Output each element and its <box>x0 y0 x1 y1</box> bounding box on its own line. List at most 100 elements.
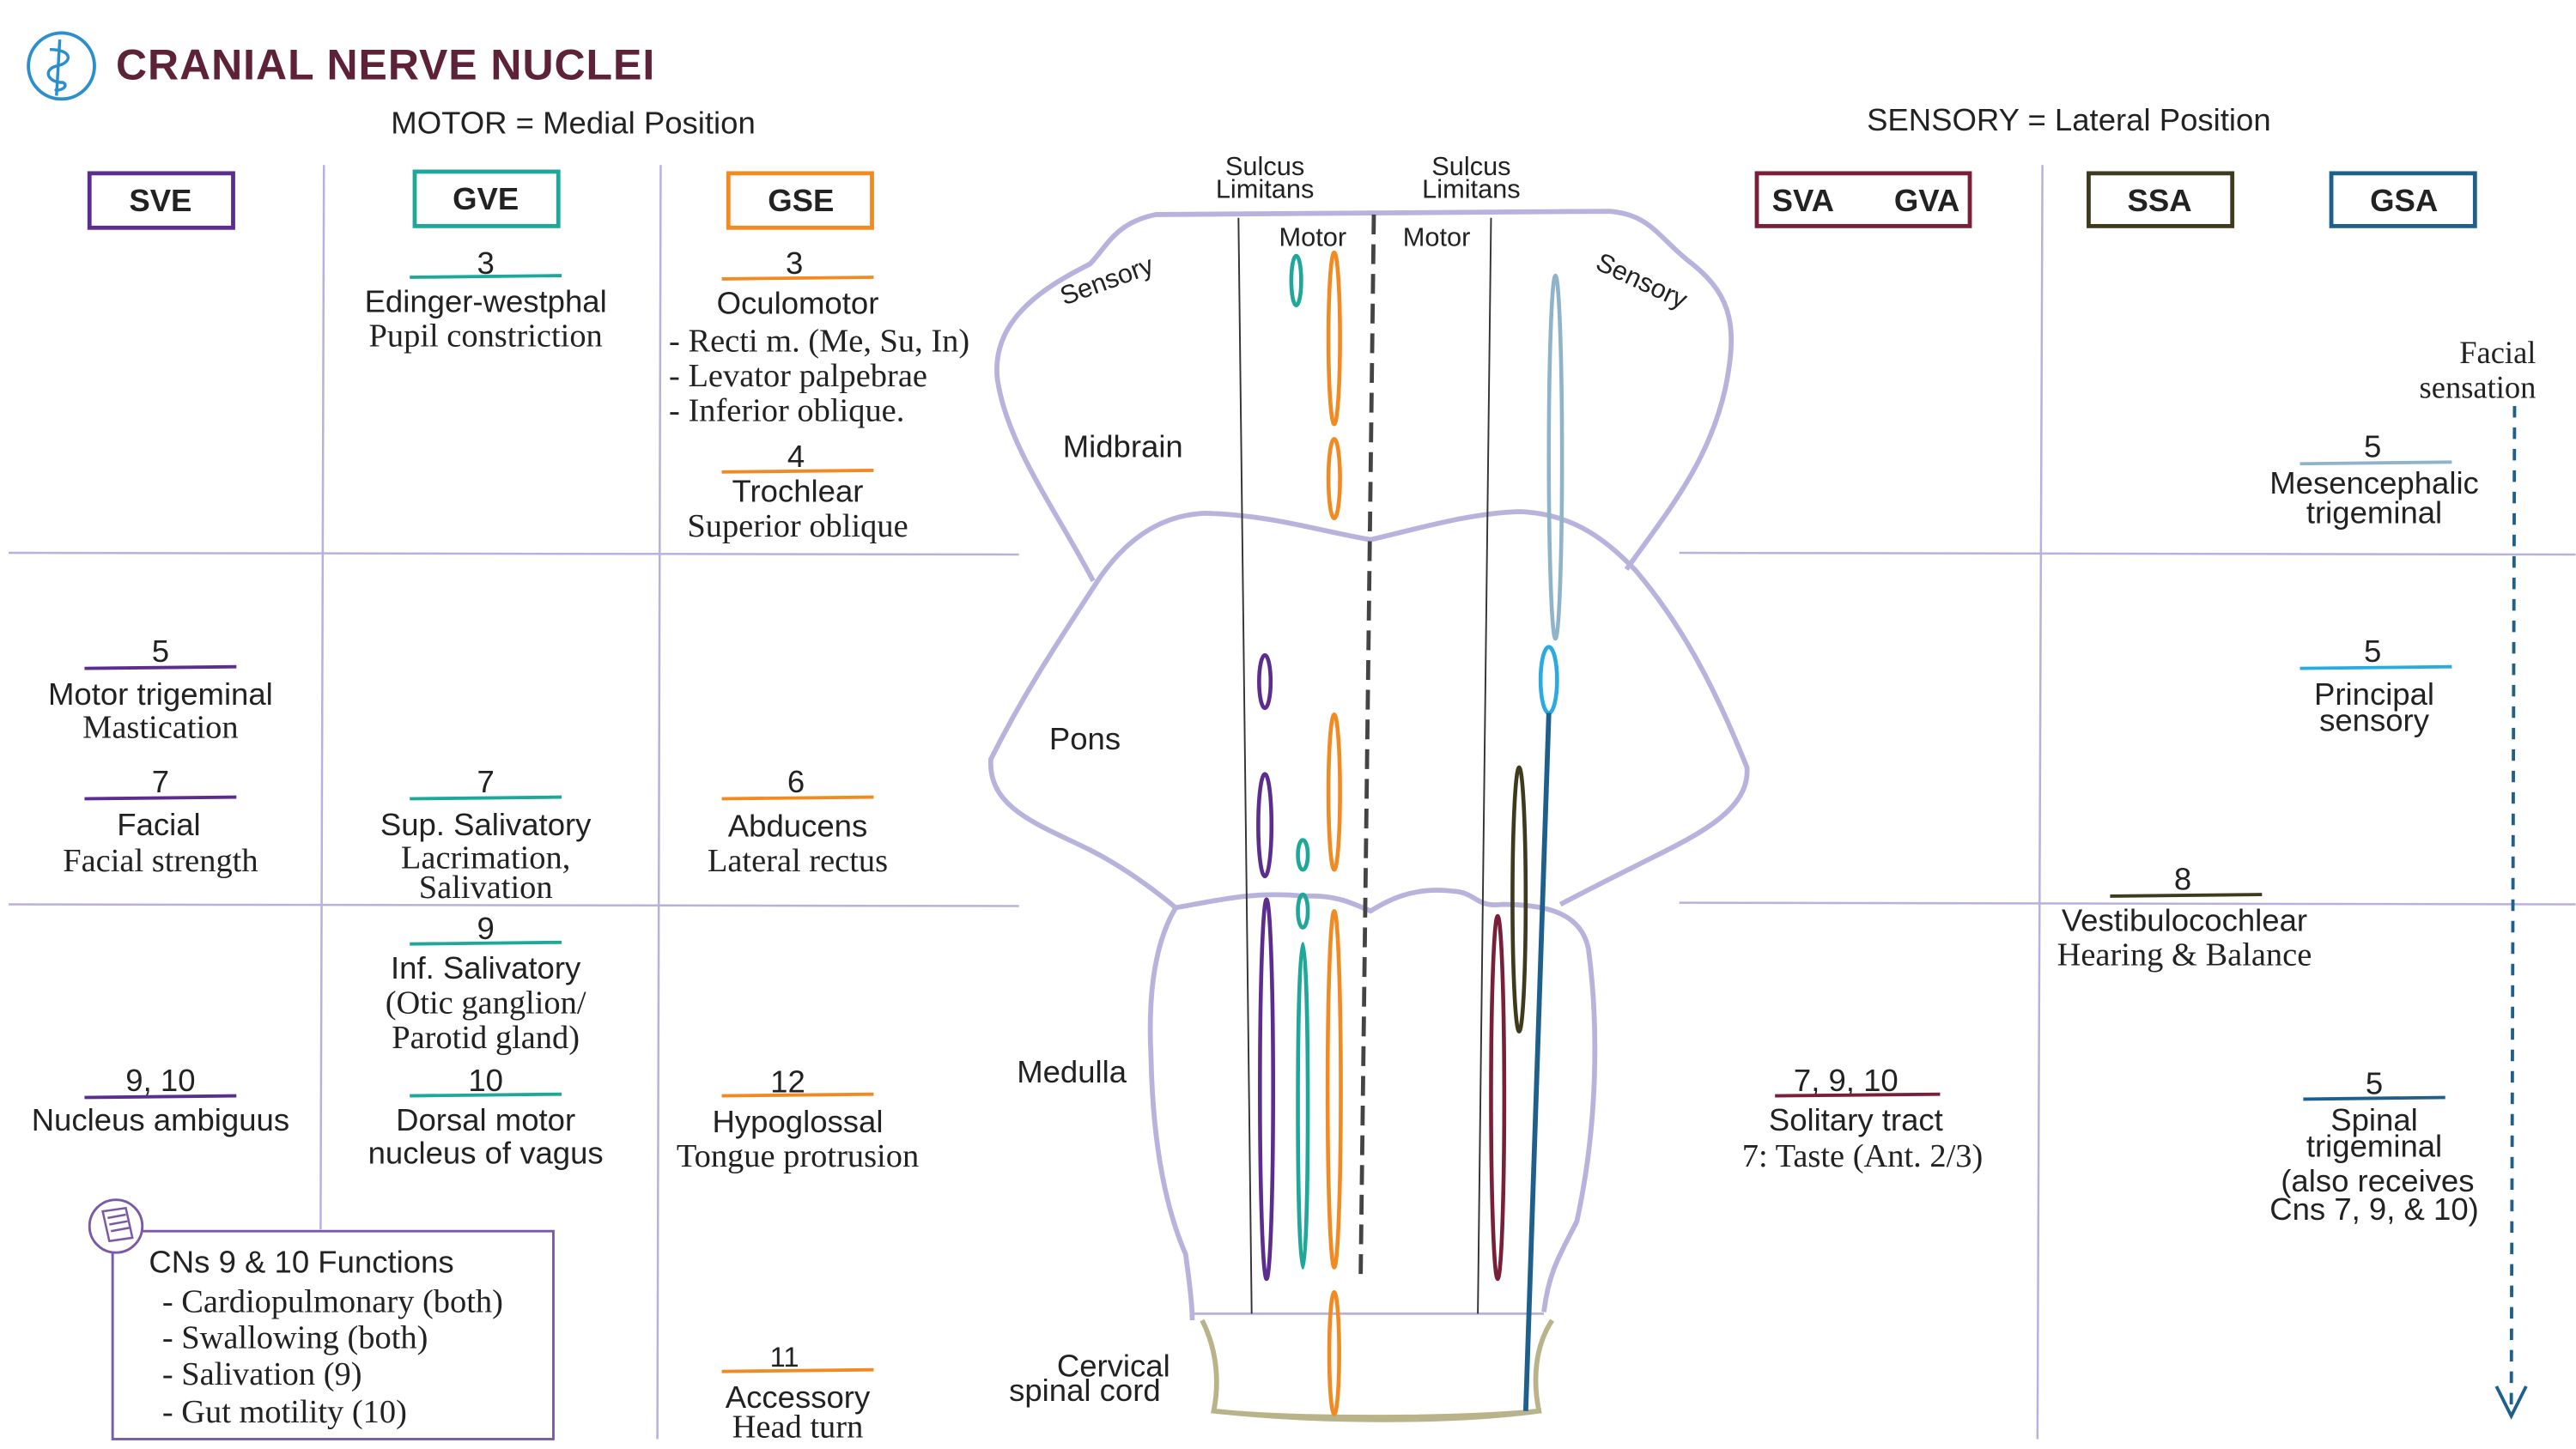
cervical-label: Cervical spinal cord <box>1009 1348 1170 1408</box>
entry-underline <box>410 940 562 946</box>
entry-mesencephalic-trigeminal: 5 Mesencephalic trigeminal <box>2269 429 2479 530</box>
motor-trigeminal-nucleus <box>1257 652 1273 711</box>
edinger-westphal-nucleus <box>1289 253 1303 307</box>
entry-name: Edinger-westphal <box>365 283 607 318</box>
entry-underline <box>721 1092 874 1098</box>
entry-number: 5 <box>2366 1066 2383 1101</box>
sva-gva-box <box>1754 171 1972 228</box>
logo <box>27 31 96 101</box>
gve-entries: 3 Edinger-westphal Pupil constriction 7 … <box>365 246 607 1170</box>
entry-name: Spinal trigeminal (also receives Cns 7, 9, … <box>2269 1102 2479 1227</box>
pons-outline <box>988 509 1750 910</box>
entry-name: Vestibulocochlear <box>2062 902 2307 937</box>
entry-name: Inf. Salivatory <box>391 950 581 985</box>
entry-underline <box>84 1094 237 1100</box>
entry-name: Dorsal motor nucleus of vagus <box>368 1102 604 1170</box>
entry-dorsal-motor-vagus: 10 Dorsal motor nucleus of vagus <box>368 1063 604 1171</box>
entry-number: 7 <box>152 764 169 799</box>
sensory-label: SENSORY = Lateral Position <box>1867 102 2271 137</box>
dorsal-motor-vagus-nucleus <box>1296 942 1310 1270</box>
entry-hypoglossal: 12 Hypoglossal Tongue protrusion <box>677 1064 919 1175</box>
caduceus-icon <box>27 31 96 101</box>
entry-function: Tongue protrusion <box>677 1138 919 1174</box>
hypoglossal-nucleus <box>1325 908 1343 1270</box>
divider <box>2036 165 2044 1440</box>
entry-function: Hearing & Balance <box>2057 937 2312 973</box>
column-headers: SVE GVE GSE SVA GVA SSA GSA <box>87 169 2477 230</box>
sve-entries: 5 Motor trigeminal Mastication 7 Facial … <box>32 634 289 1137</box>
entry-underline <box>84 664 237 670</box>
page-title: CRANIAL NERVE NUCLEI <box>116 40 655 88</box>
notepad-glyph <box>101 1206 134 1243</box>
note-item: - Swallowing (both) <box>162 1320 428 1356</box>
gve-box <box>412 169 561 228</box>
sulcus-limitans-right-label: Sulcus Limitans <box>1422 151 1521 204</box>
gva-label: GVA <box>1894 183 1959 218</box>
midbrain-outline <box>994 209 1735 583</box>
entry-name: Mesencephalic trigeminal <box>2269 465 2479 530</box>
gsa-box <box>2329 171 2477 228</box>
entry-function: (Otic ganglion/Parotid gland) <box>386 985 586 1055</box>
caduceus-staff <box>46 39 70 96</box>
entry-function: Mastication <box>82 709 238 745</box>
entry-number: 7, 9, 10 <box>1794 1063 1899 1098</box>
entry-abducens: 6 Abducens Lateral rectus <box>708 764 888 879</box>
note-item: - Cardiopulmonary (both) <box>162 1283 503 1319</box>
gsa-label: GSA <box>2370 183 2438 218</box>
notepad-icon <box>88 1198 144 1254</box>
nucleus-ambiguus <box>1258 897 1276 1282</box>
entry-name: Sup. Salivatory <box>380 807 592 842</box>
entry-trochlear: 4 Trochlear Superior oblique <box>687 439 908 544</box>
divider <box>656 165 662 1440</box>
midline-dashed <box>1358 214 1376 1280</box>
entry-name: Nucleus ambiguus <box>32 1102 289 1137</box>
spinal-trigeminal-nucleus <box>1522 712 1552 1411</box>
entry-number: 9 <box>477 911 494 946</box>
gsa-entries: Facial sensation 5 Mesencephalic trigemina… <box>2269 335 2537 1420</box>
entry-function: Pupil constriction <box>369 318 603 355</box>
facial-sensation-arrow-line <box>2509 405 2517 1407</box>
mesencephalic-trigeminal-nucleus <box>1546 273 1564 641</box>
entry-spinal-trigeminal: 5 Spinal trigeminal (also receives Cns 7, 9… <box>2269 1066 2479 1227</box>
sve-label: SVE <box>129 183 191 218</box>
cn9-10-functions-note: CNs 9 & 10 Functions - Cardiopulmonary (… <box>88 1198 555 1440</box>
entry-function: 7: Taste (Ant. 2/3) <box>1742 1138 1984 1174</box>
entry-name: Abducens <box>728 809 867 844</box>
entry-name: Hypoglossal <box>713 1104 884 1139</box>
entry-underline <box>2303 1095 2445 1101</box>
facial-sensation-label: Facial sensation <box>2420 335 2537 404</box>
brainstem-diagram: Sulcus Limitans Sulcus Limitans Motor Moto… <box>988 151 1750 1422</box>
medulla-outline <box>1147 888 1598 1321</box>
accessory-nucleus <box>1327 1290 1341 1416</box>
entry-vestibulocochlear: 8 Vestibulocochlear Hearing & Balance <box>2057 861 2312 973</box>
note-item: - Gut motility (10) <box>162 1394 407 1430</box>
divider <box>319 165 325 1230</box>
gve-label: GVE <box>453 181 519 216</box>
entry-function: Head turn <box>732 1410 864 1446</box>
entry-inf-salivatory: 9 Inf. Salivatory (Otic ganglion/Parotid… <box>386 911 586 1056</box>
entry-number: 9, 10 <box>125 1063 195 1098</box>
medulla-label: Medulla <box>1017 1054 1127 1089</box>
entry-function: - Recti m. (Me, Su, In) - Levator palpebr… <box>669 324 969 429</box>
entry-principal-sensory: 5 Principal sensory <box>2300 634 2452 738</box>
sva-label: SVA <box>1772 183 1834 218</box>
gse-label: GSE <box>768 183 834 218</box>
entry-number: 3 <box>786 246 803 281</box>
entry-underline <box>1775 1092 1941 1098</box>
entry-name: Accessory <box>726 1379 871 1415</box>
abducens-nucleus <box>1326 712 1342 872</box>
sulcus-limitans-left-label: Sulcus Limitans <box>1216 151 1315 204</box>
entry-underline <box>2110 893 2263 898</box>
sup-salivatory-nucleus <box>1296 838 1310 872</box>
trochlear-nucleus <box>1326 437 1342 520</box>
entry-underline <box>410 274 562 279</box>
entry-solitary-tract: 7, 9, 10 Solitary tract 7: Taste (Ant. 2… <box>1742 1063 1984 1174</box>
entry-name: Motor trigeminal <box>48 676 273 712</box>
entry-underline <box>2300 664 2452 670</box>
entry-name: Principal sensory <box>2314 676 2434 738</box>
grid-lines <box>9 165 2576 1440</box>
sulcus-limitans-left-line <box>1237 217 1253 1314</box>
entry-number: 5 <box>152 634 169 669</box>
note-box <box>111 1229 555 1440</box>
entry-number: 5 <box>2364 429 2381 464</box>
